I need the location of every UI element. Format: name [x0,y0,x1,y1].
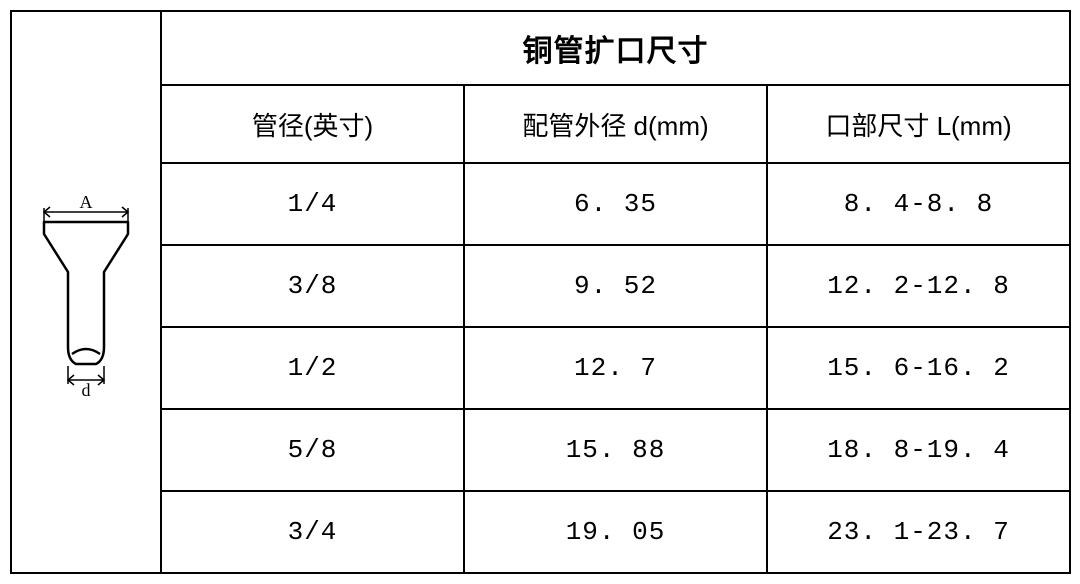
diagram-label-d: d [82,380,91,400]
cell-flare-dim: 18. 8-19. 4 [767,409,1070,491]
diagram-cell: A d [11,11,161,573]
cell-pipe-size: 3/8 [161,245,464,327]
flare-tube-diagram: A d [26,182,146,402]
table-header-row: 管径(英寸) 配管外径 d(mm) 口部尺寸 L(mm) [11,85,1070,163]
col-header-pipe-size: 管径(英寸) [161,85,464,163]
flare-size-table-container: A d 铜管扩口尺寸 [10,10,1070,574]
cell-flare-dim: 8. 4-8. 8 [767,163,1070,245]
table-title: 铜管扩口尺寸 [161,11,1070,85]
cell-flare-dim: 12. 2-12. 8 [767,245,1070,327]
cell-outer-dia: 15. 88 [464,409,767,491]
table-row: 3/4 19. 05 23. 1-23. 7 [11,491,1070,573]
cell-outer-dia: 6. 35 [464,163,767,245]
cell-flare-dim: 23. 1-23. 7 [767,491,1070,573]
diagram-label-a: A [80,192,93,212]
table-row: 1/2 12. 7 15. 6-16. 2 [11,327,1070,409]
cell-pipe-size: 1/4 [161,163,464,245]
table-row: 5/8 15. 88 18. 8-19. 4 [11,409,1070,491]
cell-outer-dia: 9. 52 [464,245,767,327]
cell-outer-dia: 12. 7 [464,327,767,409]
col-header-outer-dia: 配管外径 d(mm) [464,85,767,163]
cell-flare-dim: 15. 6-16. 2 [767,327,1070,409]
cell-outer-dia: 19. 05 [464,491,767,573]
cell-pipe-size: 5/8 [161,409,464,491]
table-row: 1/4 6. 35 8. 4-8. 8 [11,163,1070,245]
col-header-flare-dim: 口部尺寸 L(mm) [767,85,1070,163]
table-row: 3/8 9. 52 12. 2-12. 8 [11,245,1070,327]
cell-pipe-size: 1/2 [161,327,464,409]
cell-pipe-size: 3/4 [161,491,464,573]
flare-size-table: A d 铜管扩口尺寸 [10,10,1071,574]
